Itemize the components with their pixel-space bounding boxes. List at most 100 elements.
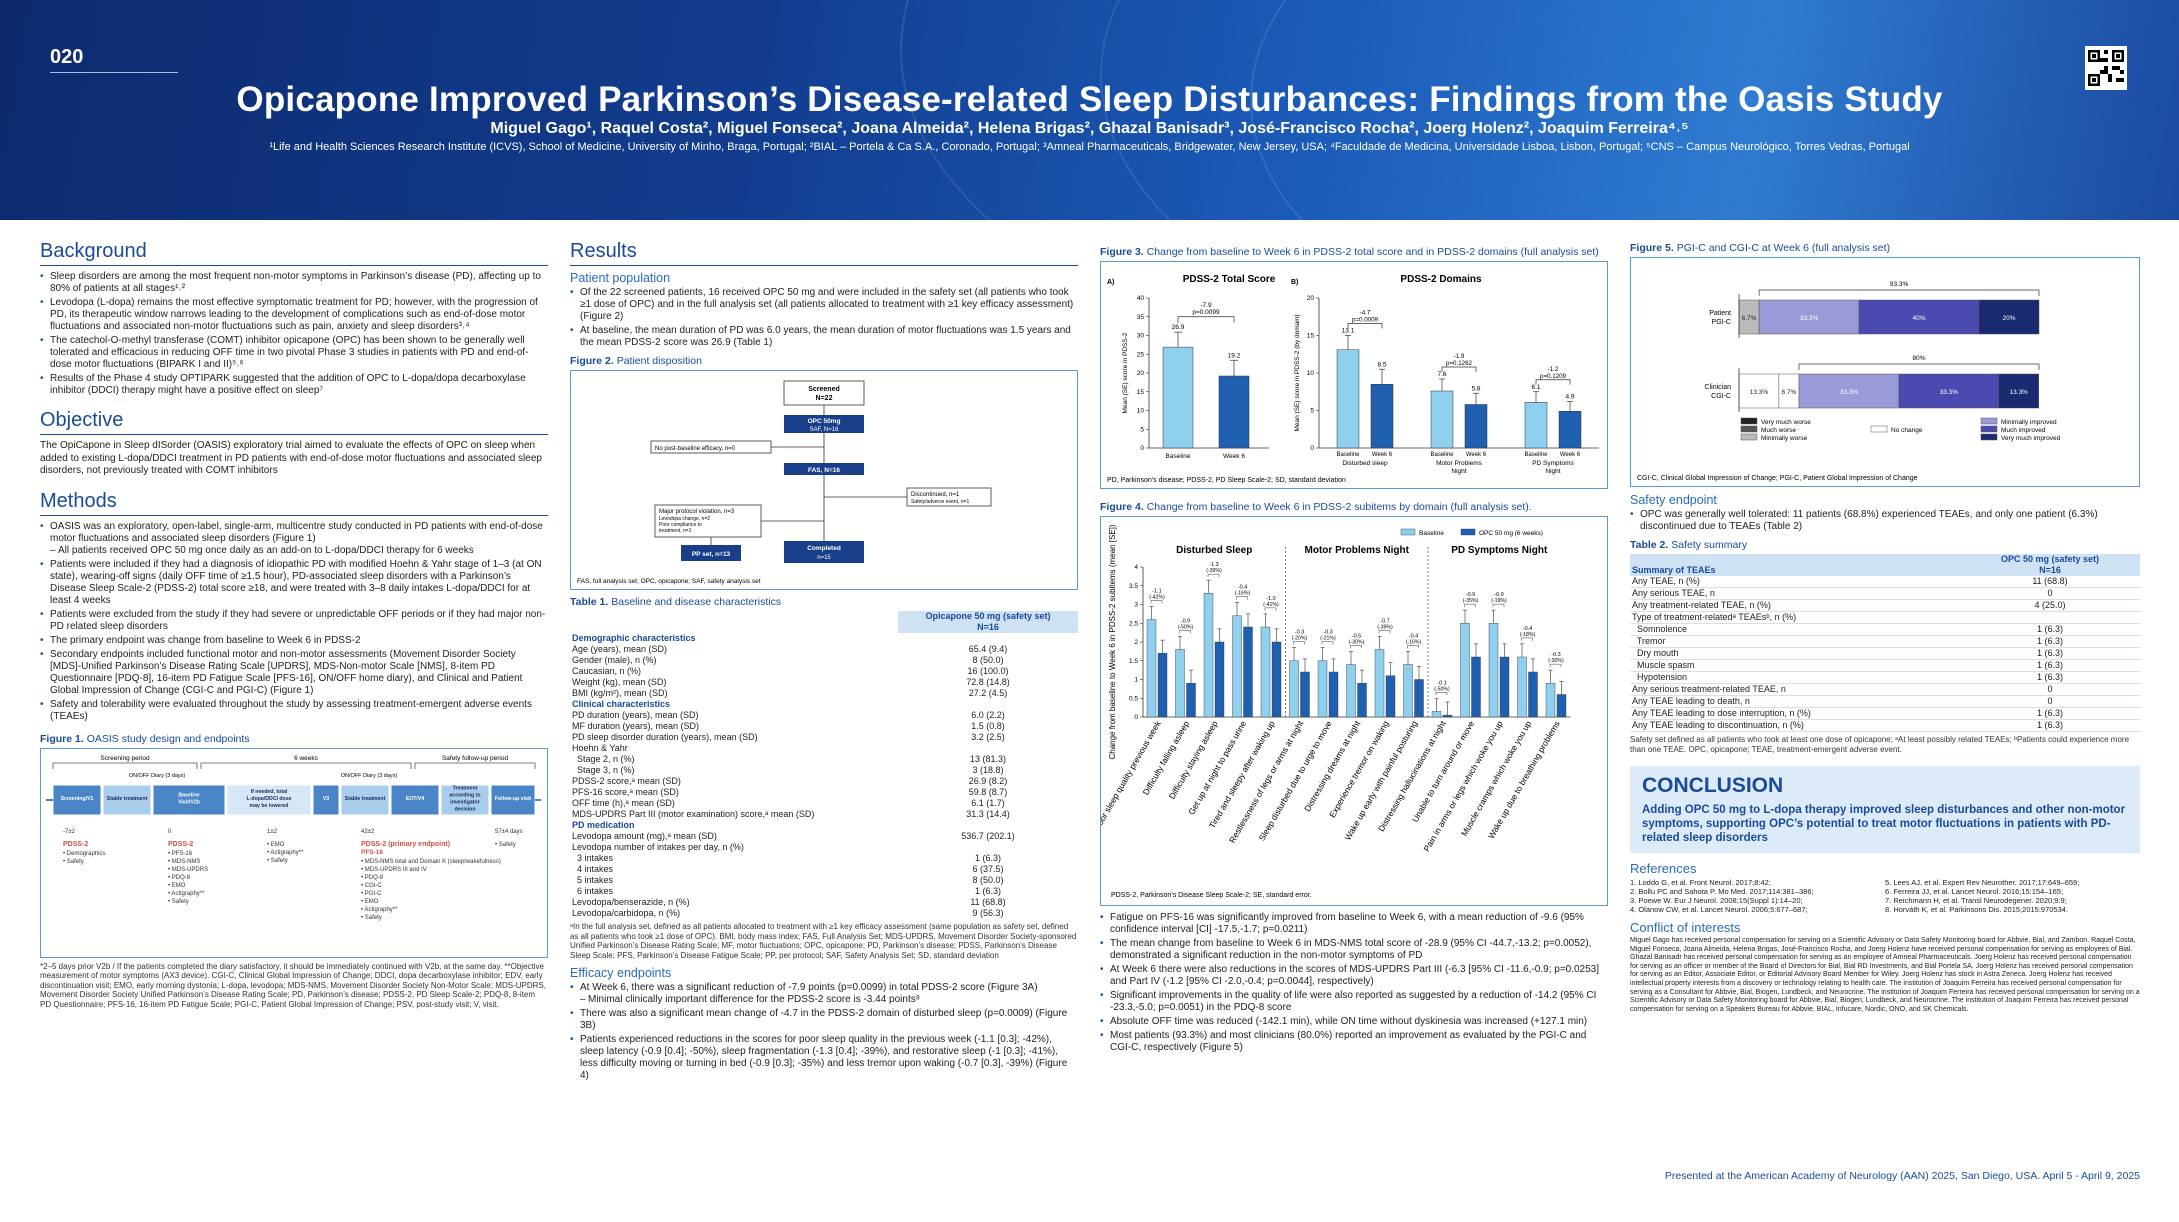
table-row: 5 intakes 8 (50.0) — [570, 875, 1078, 886]
table-row: Any serious treatment-related TEAE, n 0 — [1630, 684, 2140, 696]
bar — [1203, 593, 1214, 718]
table-cell-value: 1 (6.3) — [2036, 708, 2063, 718]
table-cell-value: 8 (50.0) — [972, 655, 1004, 665]
table-row: PDSS-2 score,ᵃ mean (SD) 26.9 (8.2) — [570, 776, 1078, 787]
data-label: 33.3% — [1940, 389, 1959, 396]
annotation: (-39%) — [1377, 624, 1393, 630]
endpoint-title: PFS-16 — [361, 849, 383, 856]
annotation: (-41%) — [1263, 602, 1279, 608]
table-row: Hoehn & Yahr — [570, 743, 1078, 754]
bar-segment — [1858, 299, 1980, 335]
bar — [1243, 626, 1253, 718]
discontinued-box — [906, 487, 992, 507]
svg-text:Visit/V2b: Visit/V2b — [178, 799, 200, 805]
significance-bracket — [1378, 630, 1391, 634]
fas-box — [784, 463, 864, 475]
bar-segment — [1758, 299, 1860, 335]
legend-swatch — [1740, 417, 1758, 425]
bar-segment — [1738, 373, 1780, 409]
tick-label: 10 — [1137, 408, 1145, 415]
annotation: (-30%) — [1349, 639, 1365, 645]
table-1-footnote: ᵃIn the full analysis set, defined as al… — [570, 922, 1077, 960]
figure-5-caption: Figure 5. PGI-C and CGI-C at Week 6 (ful… — [1630, 242, 1891, 254]
sublabel: Baseline — [1524, 452, 1548, 458]
table-row: PD sleep disorder duration (years), mean… — [570, 732, 1078, 743]
table-row: Levodopa amount (mg),ᵃ mean (SD) 536.7 (2… — [570, 831, 1078, 842]
endpoint-item: • PDQ-8 — [168, 875, 191, 881]
endpoint-item: • EMO — [361, 899, 379, 905]
bar — [1545, 683, 1556, 718]
bar — [1175, 649, 1185, 718]
table-row: MDS-UPDRS Part III (motor examination) s… — [570, 809, 1078, 820]
table-cell-label: Weight (kg), mean (SD) — [572, 677, 667, 687]
table-cell-value: 27.2 (4.5) — [968, 688, 1008, 698]
bar — [1556, 694, 1567, 718]
population-list: Of the 22 screened patients, 16 received… — [570, 287, 1078, 349]
table-cell-value: 1 (6.3) — [2036, 720, 2063, 730]
sublabel: Baseline — [1336, 452, 1360, 458]
timepoint: -7±2 — [63, 829, 76, 835]
svg-text:EOT/V4: EOT/V4 — [406, 796, 425, 802]
list-subitem: Minimal clinically important difference … — [580, 994, 1078, 1006]
table-cell-label: Hypotension — [1632, 672, 1688, 682]
category-label: CGI-C — [1711, 393, 1731, 400]
annotation: -1.1 — [1152, 588, 1161, 594]
table-cell-label: Levodopa/benserazide, n (%) — [572, 897, 690, 907]
table-row: Demographic characteristics — [570, 633, 1078, 644]
svg-text:PP set, n=13: PP set, n=13 — [692, 551, 731, 558]
data-label: 40% — [1912, 315, 1925, 322]
bar — [1430, 390, 1454, 449]
qr-code-icon[interactable] — [2085, 46, 2127, 90]
tick-label: 1 — [1134, 677, 1138, 684]
endpoint-item: • Demographics — [63, 851, 105, 857]
opc-box — [784, 415, 864, 433]
table-cell-value: 1.5 (0.8) — [971, 721, 1005, 731]
study-step: Stable treatment — [102, 784, 152, 815]
significance-bracket — [1350, 645, 1362, 649]
svg-text:V3: V3 — [323, 796, 329, 802]
table-row: Somnolence 1 (6.3) — [1630, 624, 2140, 636]
population-heading: Patient population — [570, 271, 671, 285]
table-cell-value — [1960, 612, 2140, 624]
table-group-label: Clinical characteristics — [572, 699, 671, 709]
data-label: 13.3% — [2010, 389, 2029, 396]
list-item: The primary endpoint was change from bas… — [40, 635, 548, 647]
table-cell-label: Any TEAE, n (%) — [1632, 576, 1700, 586]
tick-label: 0 — [1134, 714, 1138, 721]
annotation: (-20%) — [1292, 636, 1308, 642]
list-item: Significant improvements in the quality … — [1100, 990, 1608, 1014]
bar — [1431, 711, 1442, 718]
svg-text:Completed: Completed — [807, 545, 841, 552]
data-label: 20% — [2002, 315, 2015, 322]
methods-list: OASIS was an exploratory, open-label, si… — [40, 521, 548, 723]
axis-label: Change from baseline to Week 6 in PDSS-2… — [1108, 524, 1117, 759]
table-cell-value: 0 — [2047, 588, 2053, 598]
figure-2-disposition: Screened N=22 OPC 50mg SAF, N=16 No post… — [570, 370, 1078, 590]
table-row: Age (years), mean (SD) 65.4 (9.4) — [570, 644, 1078, 655]
legend-label: Minimally worse — [1761, 435, 1808, 442]
annotation: (-35%) — [1463, 598, 1479, 604]
bar — [1157, 653, 1168, 718]
table-row: Gender (male), n (%) 8 (50.0) — [570, 655, 1078, 666]
table-cell-label: 6 intakes — [572, 886, 614, 896]
table-cell-value — [898, 743, 1078, 754]
total-bracket — [1758, 289, 2040, 296]
significance-bracket — [1293, 641, 1305, 645]
bar — [1289, 660, 1299, 718]
table-cell-label: Muscle spasm — [1632, 660, 1695, 670]
table-cell-label: Any TEAE leading to death, n — [1632, 696, 1750, 706]
bar — [1336, 349, 1360, 449]
tick-label: 2 — [1134, 639, 1138, 646]
table-cell-value: 6 (37.5) — [972, 864, 1004, 874]
bar-segment — [1998, 373, 2039, 409]
list-item: Results of the Phase 4 study OPTIPARK su… — [40, 373, 548, 397]
column-4: Figure 5. PGI-C and CGI-C at Week 6 (ful… — [1630, 240, 2140, 1014]
table-cell-value: 11 (68.8) — [970, 897, 1006, 907]
table-cell-value: 1 (6.3) — [974, 853, 1001, 863]
legend-swatch — [1400, 528, 1416, 536]
conclusion-text: Adding OPC 50 mg to L-dopa therapy impro… — [1642, 804, 2126, 844]
legend-swatch — [1460, 528, 1476, 536]
svg-text:decision: decision — [454, 806, 475, 812]
